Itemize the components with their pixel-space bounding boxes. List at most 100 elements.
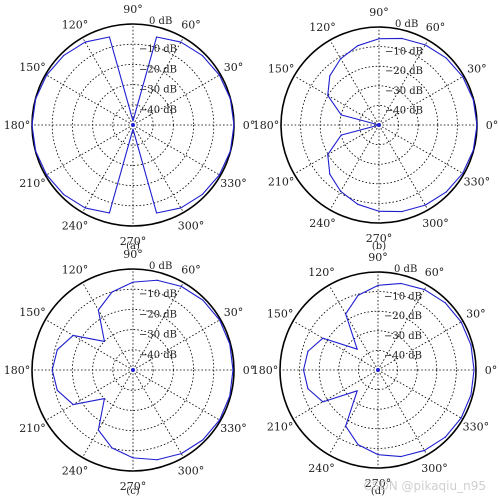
angle-label-b-210: 210°: [268, 176, 295, 189]
data-point-c-75: [156, 279, 158, 281]
data-point-b-270: [378, 210, 380, 212]
grid-circle-a-2: [72, 64, 194, 186]
data-point-c-150: [72, 334, 74, 337]
outer-ring-d: [279, 271, 477, 469]
center-dot-b: [377, 123, 381, 127]
angle-label-b-330: 330°: [464, 176, 491, 189]
data-point-c-195: [56, 389, 58, 391]
data-point-d-315: [444, 436, 446, 438]
angle-label-a-180: 180°: [4, 119, 31, 132]
angle-label-b-0: 0°: [486, 119, 499, 132]
radial-label-b-3: −30 dB: [385, 86, 423, 97]
data-point-a-135: [62, 54, 65, 57]
data-point-d-60: [423, 288, 426, 291]
angle-label-a-90: 90°: [123, 3, 143, 16]
grid-circle-d-1: [338, 330, 418, 410]
grid-spoke-b-30: [378, 75, 465, 126]
data-point-c-210: [72, 403, 74, 406]
data-point-d-360: [473, 369, 475, 371]
data-point-c-30: [218, 319, 221, 321]
data-point-b-30: [462, 76, 464, 78]
grid-circle-b-1: [339, 85, 419, 165]
data-point-c-225: [103, 397, 106, 400]
data-point-c-60: [180, 285, 182, 287]
caption-a: (a): [126, 241, 140, 252]
center-dot-d: [376, 368, 380, 372]
caption-b: (b): [372, 241, 386, 252]
data-point-c-45: [202, 299, 204, 301]
data-point-b-60: [424, 44, 426, 46]
angle-label-b-150: 150°: [268, 63, 295, 76]
grid-spoke-c-120: [82, 282, 134, 371]
caption-d: (d): [371, 486, 385, 497]
data-point-d-135: [356, 348, 358, 350]
data-point-c-165: [56, 349, 58, 351]
data-point-b-210: [327, 154, 329, 156]
grid-spoke-a-330: [132, 124, 221, 176]
data-point-d-210: [322, 401, 324, 403]
grid-spoke-d-120: [328, 284, 379, 371]
data-point-b-15: [472, 99, 474, 101]
radial-label-c-3: −30 dB: [139, 330, 177, 341]
data-point-b-315: [445, 191, 447, 193]
data-point-a-360: [233, 124, 235, 126]
data-point-b-255: [357, 203, 359, 205]
angle-label-a-120: 120°: [62, 19, 89, 32]
data-point-b-165: [340, 114, 342, 116]
data-point-c-300: [180, 453, 182, 455]
radial-label-b-1: −10 dB: [385, 47, 423, 58]
radial-label-a-0: 0 dB: [149, 16, 172, 27]
data-point-c-120: [97, 309, 99, 311]
grid-spoke-d-330: [377, 369, 464, 420]
angle-label-a-0: 0°: [243, 119, 256, 132]
data-point-a-300: [180, 207, 182, 209]
data-point-a-180: [31, 124, 33, 126]
data-point-c-105: [111, 291, 113, 293]
grid-circle-d-3: [299, 291, 457, 449]
angle-label-b-90: 90°: [369, 6, 389, 19]
grid-spoke-d-300: [377, 369, 428, 456]
data-point-a-330: [218, 174, 221, 176]
angle-label-a-60: 60°: [181, 19, 201, 32]
data-point-a-195: [35, 150, 37, 152]
angle-label-a-270: 270°: [120, 235, 147, 248]
grid-spoke-c-210: [45, 369, 134, 421]
data-point-d-240: [345, 425, 347, 427]
data-point-c-285: [156, 459, 158, 461]
angle-label-b-240: 240°: [309, 217, 336, 230]
angle-label-b-270: 270°: [366, 232, 393, 245]
angle-label-c-240: 240°: [62, 465, 89, 478]
data-point-d-195: [307, 388, 309, 390]
data-point-c-270: [132, 457, 134, 459]
angle-label-d-60: 60°: [425, 266, 445, 279]
data-point-b-360: [476, 124, 478, 126]
center-dot-c: [131, 368, 135, 372]
angle-label-b-300: 300°: [422, 217, 449, 230]
angle-label-d-30: 30°: [466, 308, 486, 321]
grid-spoke-c-300: [132, 369, 184, 458]
data-point-c-315: [202, 439, 204, 441]
radial-label-d-2: −20 dB: [384, 311, 422, 322]
angle-label-d-210: 210°: [267, 421, 294, 434]
data-point-a-345: [229, 150, 231, 152]
angle-label-d-330: 330°: [463, 421, 490, 434]
angle-label-b-30: 30°: [467, 63, 487, 76]
grid-circle-c-2: [72, 308, 194, 431]
center-dot-a: [131, 123, 135, 127]
data-point-b-105: [357, 45, 359, 47]
data-point-b-195: [340, 134, 342, 136]
data-point-a-210: [45, 174, 48, 176]
watermark: CSDN @pikaqiu_n95: [363, 479, 486, 493]
data-point-a-105: [108, 36, 111, 38]
data-point-d-45: [444, 302, 446, 304]
angle-label-d-300: 300°: [421, 462, 448, 475]
angle-label-d-0: 0°: [485, 364, 498, 377]
data-point-c-180: [51, 369, 53, 371]
data-point-a-315: [201, 193, 204, 196]
grid-spoke-d-210: [292, 369, 379, 420]
radial-label-d-0: 0 dB: [394, 264, 417, 275]
grid-spoke-b-120: [329, 39, 380, 126]
angle-label-d-270: 270°: [365, 477, 392, 490]
grid-spoke-a-240: [82, 124, 134, 213]
